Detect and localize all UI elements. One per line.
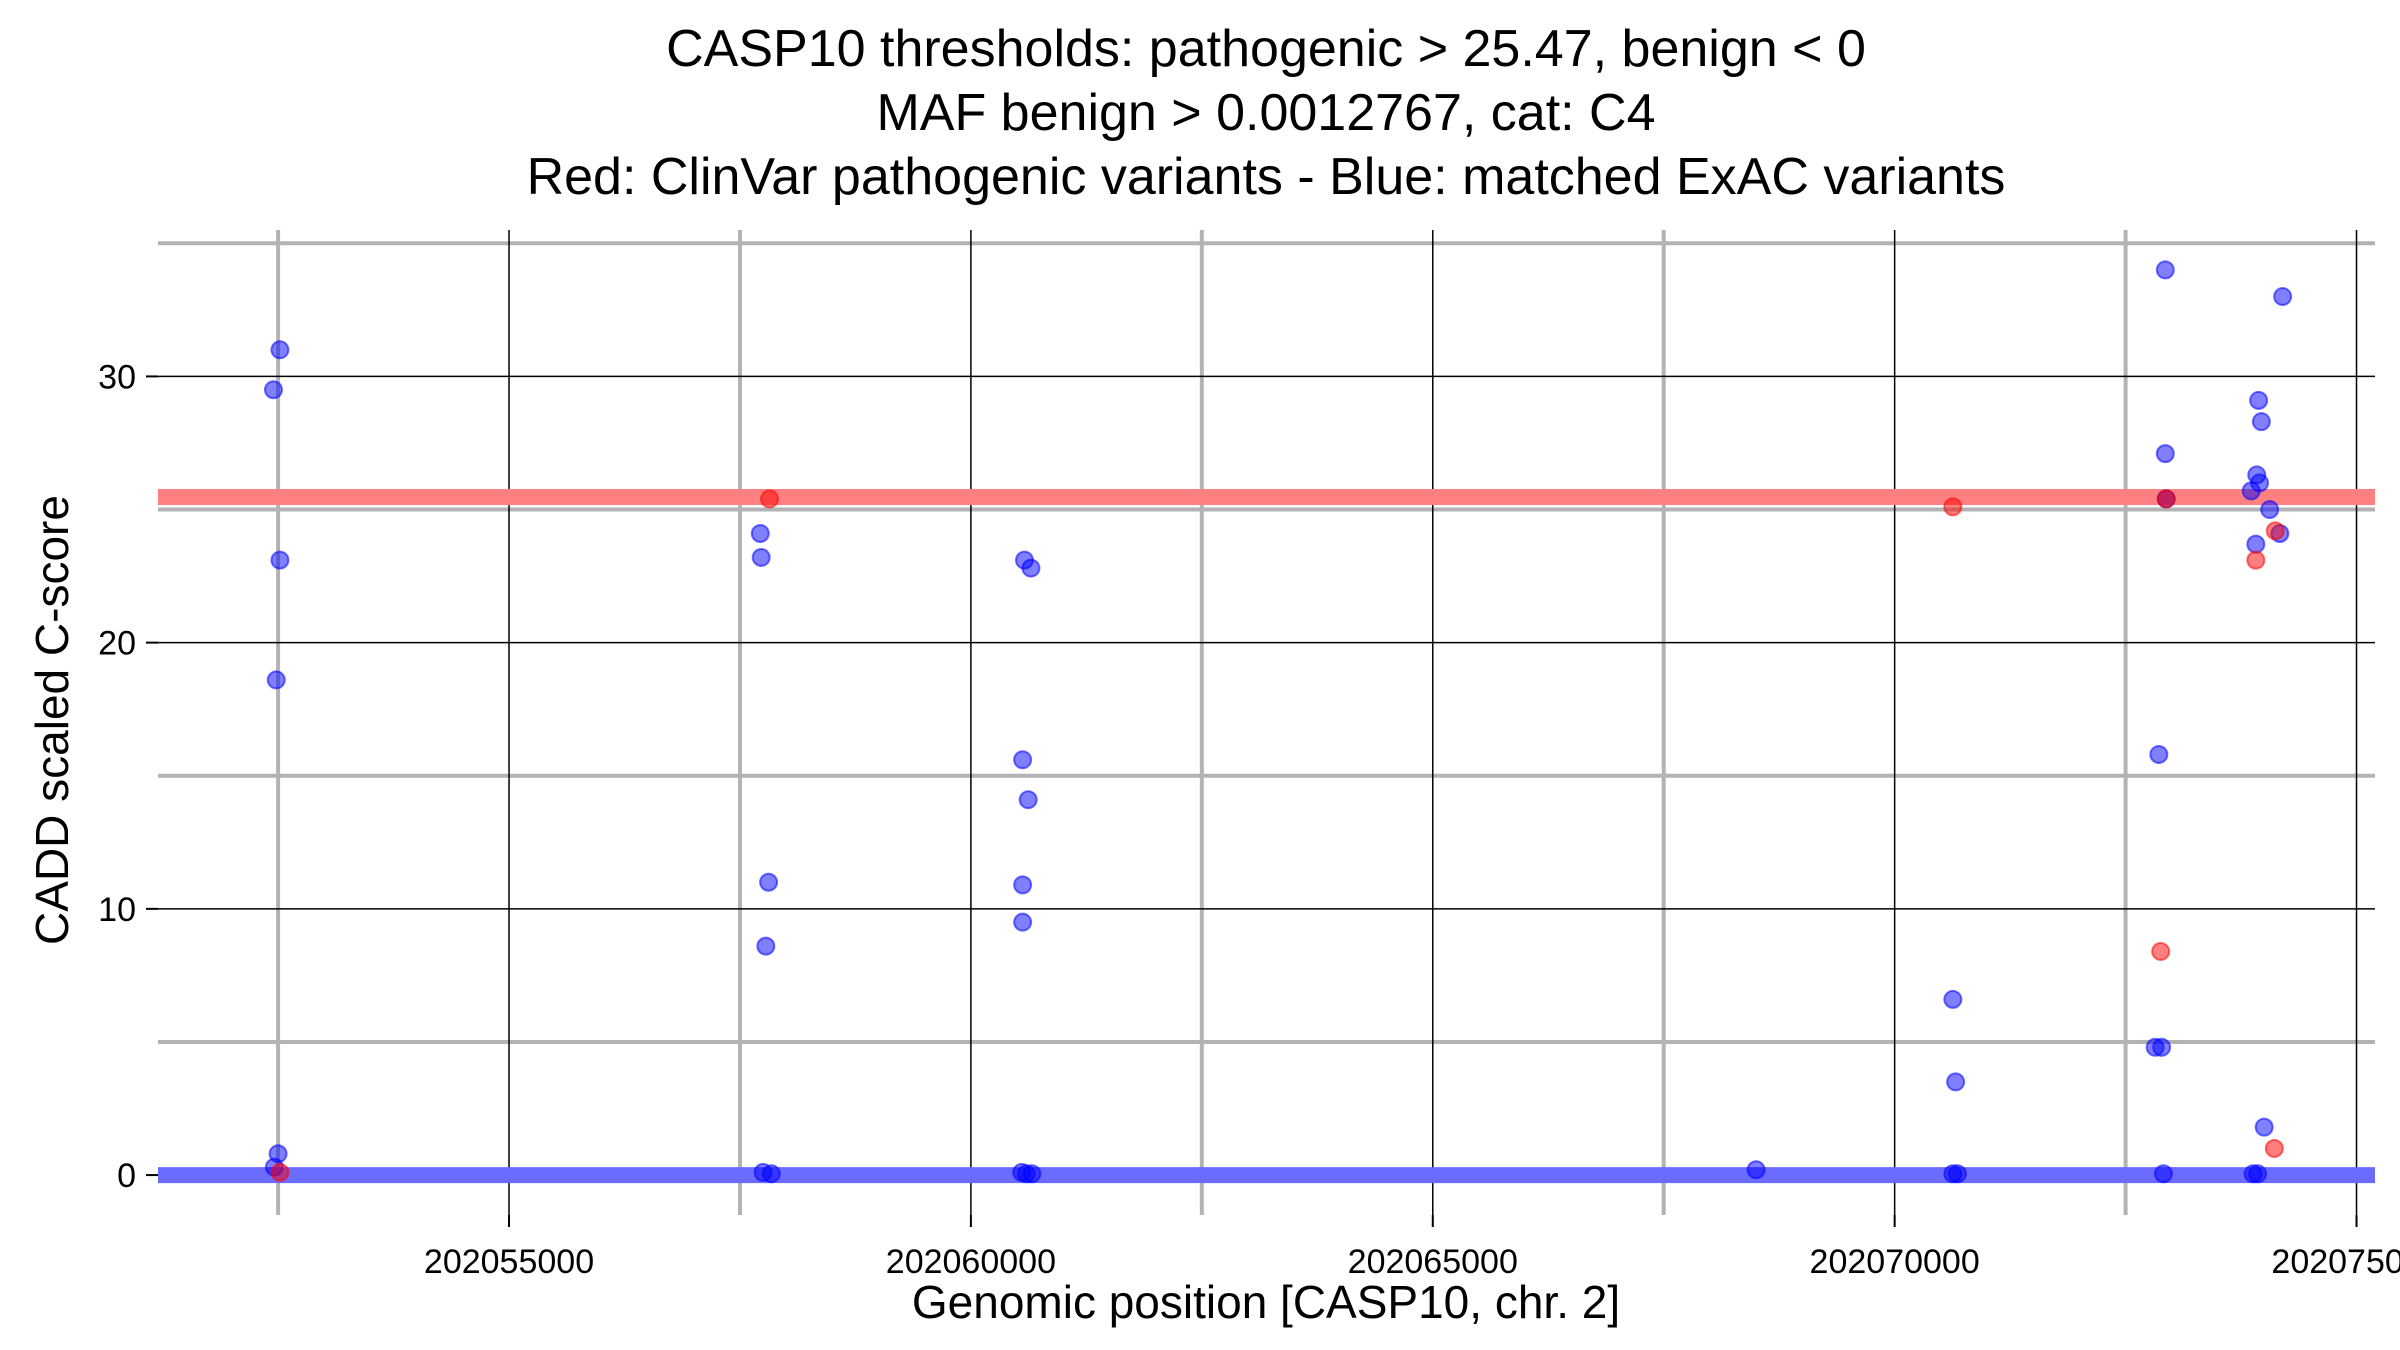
blue-variant-point xyxy=(2152,1037,2172,1057)
blue-variant-point xyxy=(756,936,776,956)
y-tick-label: 10 xyxy=(98,891,136,929)
chart-title-line-1: CASP10 thresholds: pathogenic > 25.47, b… xyxy=(666,20,1866,78)
y-axis: 0 10 20 30 xyxy=(98,358,158,1195)
blue-variant-point xyxy=(1018,790,1038,810)
y-axis-title: CADD scaled C-score xyxy=(26,495,78,945)
y-tick-label: 30 xyxy=(98,358,136,396)
blue-variant-point xyxy=(2273,287,2293,307)
blue-variant-point xyxy=(1022,1164,1042,1184)
blue-variant-point xyxy=(1746,1160,1766,1180)
blue-variant-point xyxy=(1943,989,1963,1009)
blue-variant-point xyxy=(2241,481,2261,501)
blue-variant-point xyxy=(759,872,779,892)
y-tick-label: 20 xyxy=(98,625,136,663)
red-variant-point xyxy=(270,1162,290,1182)
threshold-bands xyxy=(158,489,2375,1184)
blue-variant-point xyxy=(266,670,286,690)
y-tick-label: 0 xyxy=(117,1157,136,1195)
grid-lines xyxy=(158,230,2375,1215)
blue-variant-point xyxy=(263,380,283,400)
x-tick-label: 202075000 xyxy=(2271,1243,2400,1281)
x-tick-label: 202060000 xyxy=(886,1243,1056,1281)
blue-variant-point xyxy=(761,1164,781,1184)
red-variant-point xyxy=(2264,1138,2284,1158)
chart-title: CASP10 thresholds: pathogenic > 25.47, b… xyxy=(527,20,2006,206)
blue-variant-point xyxy=(2155,444,2175,464)
blue-variant-point xyxy=(270,550,290,570)
blue-variant-point xyxy=(1947,1164,1967,1184)
x-tick-label: 202065000 xyxy=(1348,1243,1518,1281)
blue-variant-point xyxy=(2149,744,2169,764)
blue-variant-point xyxy=(1021,558,1041,578)
red-variant-point xyxy=(2246,550,2266,570)
blue-variant-point xyxy=(2249,390,2269,410)
blue-variant-point xyxy=(2246,534,2266,554)
blue-variant-point xyxy=(2155,260,2175,280)
chart-title-line-3: Red: ClinVar pathogenic variants - Blue:… xyxy=(527,148,2006,206)
blue-variant-point xyxy=(2153,1164,2173,1184)
data-points xyxy=(263,260,2293,1184)
red-variant-point xyxy=(1943,497,1963,517)
blue-variant-point xyxy=(2248,1164,2268,1184)
blue-variant-point xyxy=(1013,912,1033,932)
blue-variant-point xyxy=(2254,1117,2274,1137)
blue-variant-point xyxy=(1946,1072,1966,1092)
x-tick-label: 202070000 xyxy=(1810,1243,1980,1281)
x-tick-label: 202055000 xyxy=(424,1243,594,1281)
blue-variant-point xyxy=(2260,500,2280,520)
blue-variant-point xyxy=(270,340,290,360)
red-variant-point xyxy=(2156,489,2176,509)
x-axis-title: Genomic position [CASP10, chr. 2] xyxy=(912,1276,1620,1328)
blue-variant-point xyxy=(751,547,771,567)
red-variant-point xyxy=(2265,521,2285,541)
blue-variant-point xyxy=(1013,875,1033,895)
blue-variant-point xyxy=(2251,412,2271,432)
red-variant-point xyxy=(760,489,780,509)
chart-title-line-2: MAF benign > 0.0012767, cat: C4 xyxy=(876,84,1655,142)
x-axis: 202055000 202060000 202065000 202070000 2020… xyxy=(424,1215,2400,1281)
blue-variant-point xyxy=(750,523,770,543)
red-variant-point xyxy=(2151,941,2171,961)
blue-variant-point xyxy=(1013,750,1033,770)
